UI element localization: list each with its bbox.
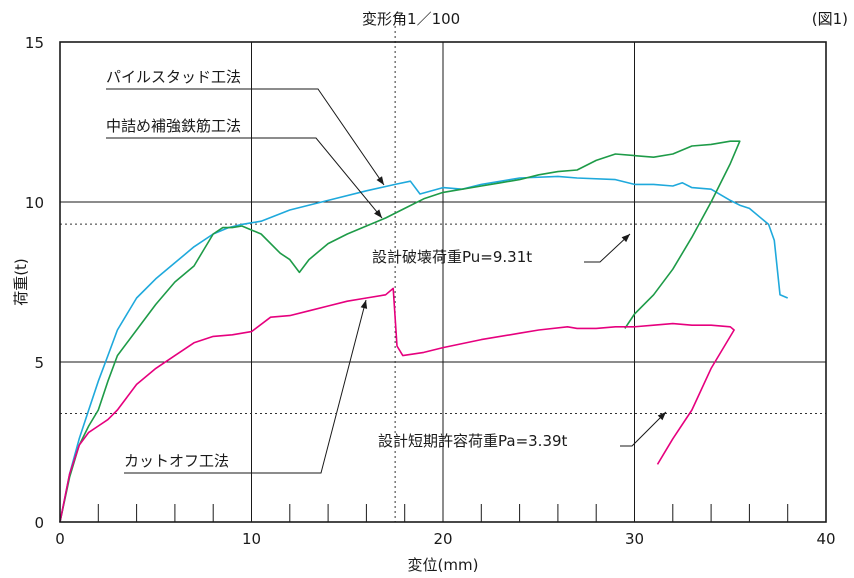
pile-stud-leader [106,88,385,186]
pa-leader [620,411,667,447]
x-tick-label: 0 [55,530,65,548]
x-tick-label: 20 [433,530,452,548]
pa-arrowhead [657,412,666,421]
series-group [59,140,789,523]
annotation-pu: 設計破壊荷重Pu=9.31t [372,248,532,266]
y-tick-label: 5 [34,354,44,372]
pu-arrowhead [621,234,630,243]
chart-title: 変形角1／100 [362,10,460,28]
y-axis-label: 荷重(t) [12,258,30,306]
grid-lines [60,42,826,522]
pu-leader [584,233,631,263]
y-tick-label: 10 [25,194,44,212]
annotation-pa: 設計短期許容荷重Pa=3.39t [378,432,568,450]
axis-ticks: 0 10 20 30 40 0 5 10 15 [25,34,836,548]
cutoff-arrowhead [360,300,368,309]
x-tick-label: 40 [816,530,835,548]
y-tick-label: 0 [34,514,44,532]
series-line-2 [59,287,735,523]
series-line-0 [59,175,789,523]
cutoff-leader [124,299,367,474]
filling-rebar-leader [106,137,383,219]
series-line-1 [59,140,741,523]
figure-label: (図1) [812,10,848,28]
y-tick-label: 15 [25,34,44,52]
reference-lines [60,16,826,522]
annotation-pile-stud: パイルスタッド工法 [106,68,241,86]
x-axis-label: 変位(mm) [408,556,479,574]
annotation-cutoff: カットオフ工法 [124,452,229,470]
x-tick-label: 10 [242,530,261,548]
plot-frame [59,41,827,523]
annotation-leaders [106,88,667,474]
x-tick-label: 30 [625,530,644,548]
pile-stud-arrowhead [376,176,384,185]
annotation-filling-rebar: 中詰め補強鉄筋工法 [106,117,241,135]
filling-rebar-arrowhead [374,209,382,218]
